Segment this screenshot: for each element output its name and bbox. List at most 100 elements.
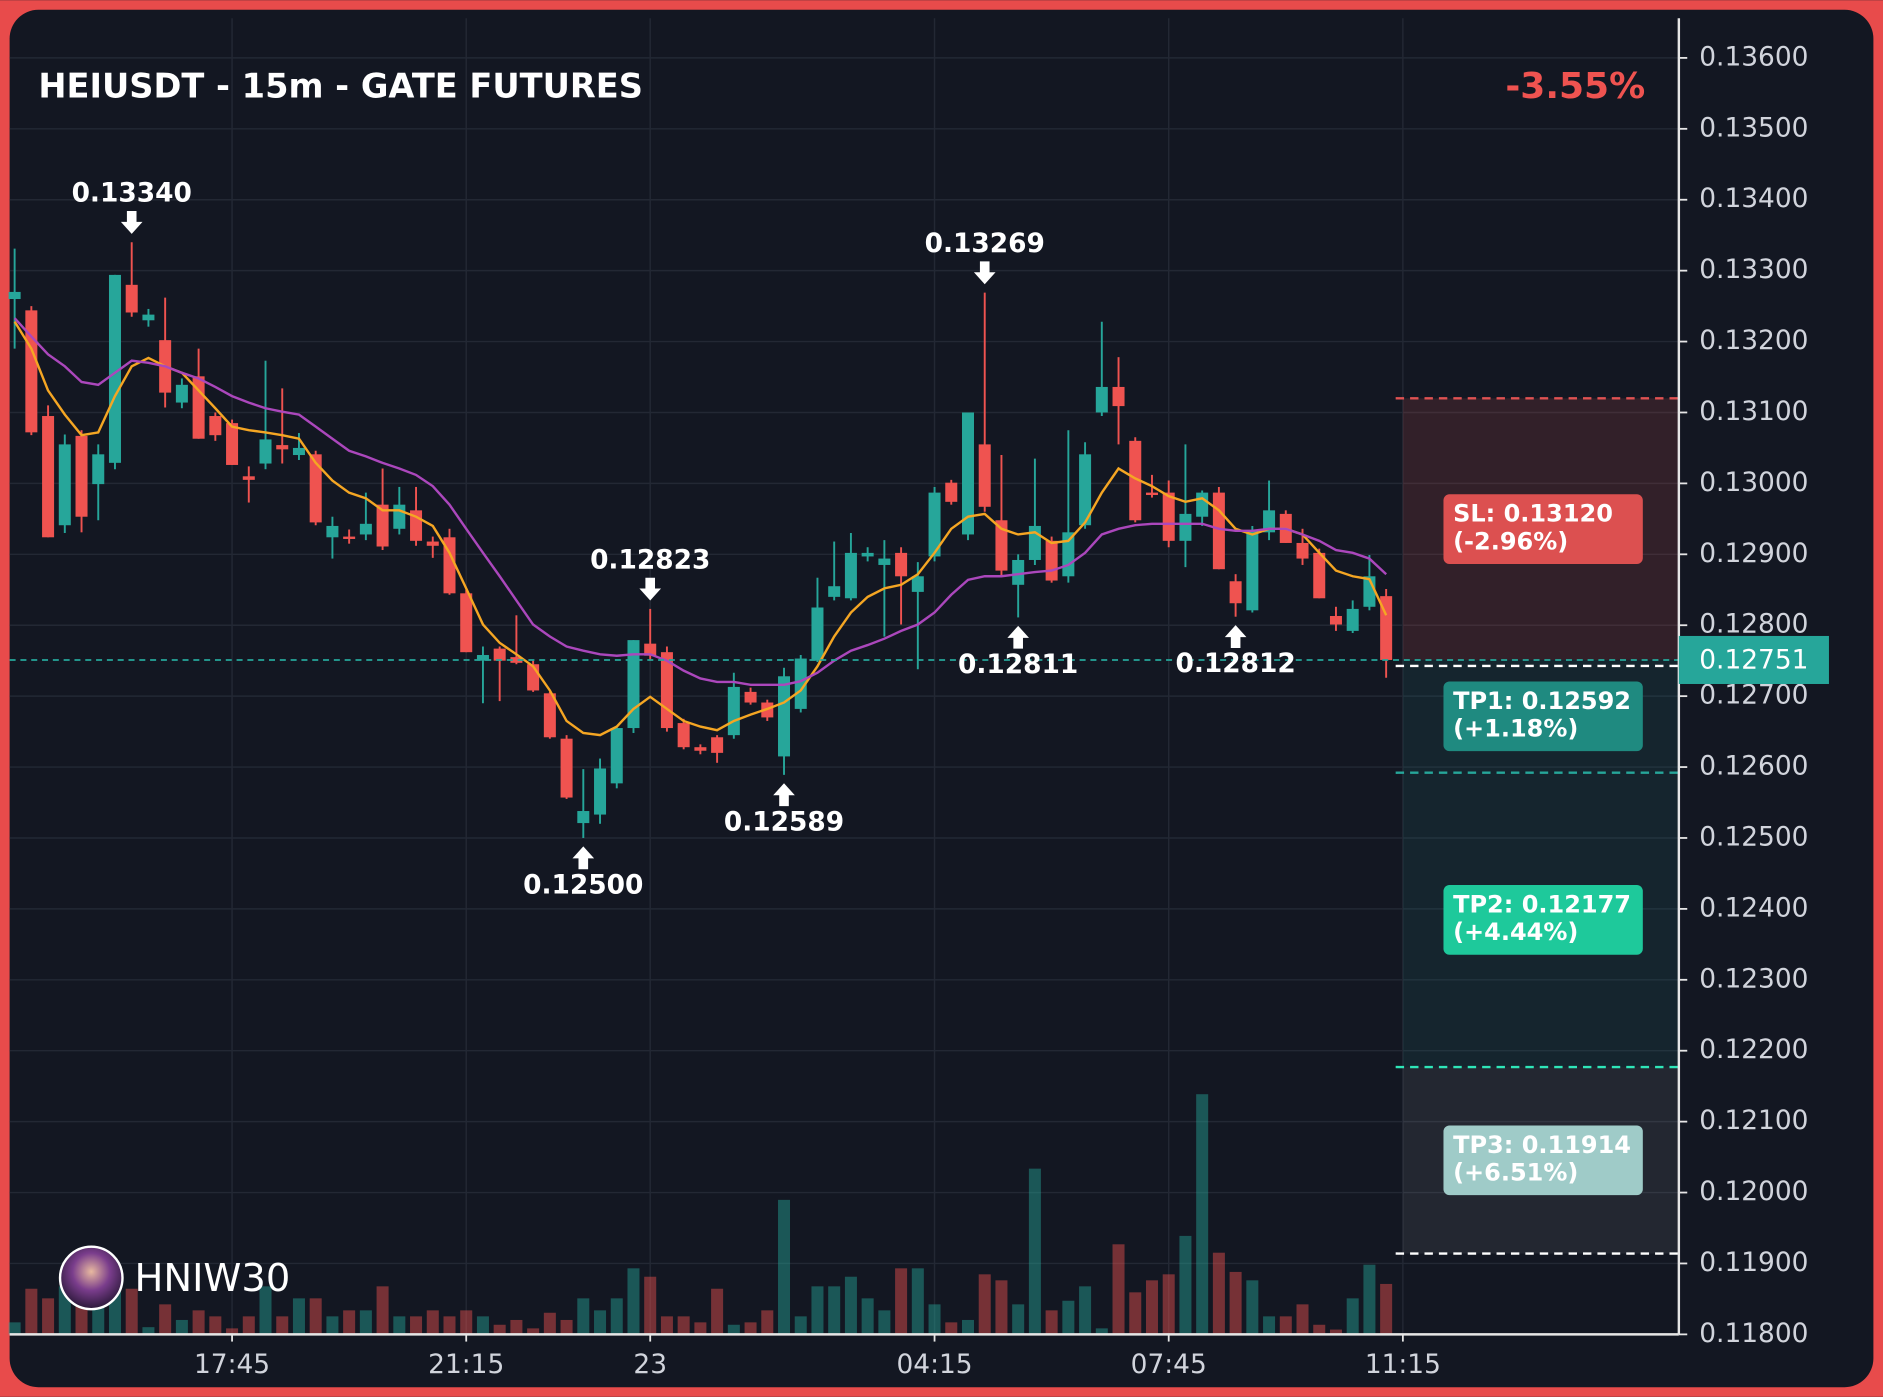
volume-bar <box>376 1286 389 1335</box>
volume-bar <box>1062 1300 1075 1335</box>
volume-bar <box>711 1288 724 1335</box>
volume-bar <box>560 1319 573 1335</box>
candle-body <box>376 504 389 547</box>
volume-bar <box>1112 1244 1125 1335</box>
level-label: SL: 0.13120 <box>1453 500 1613 528</box>
y-tick-label: 0.11800 <box>1699 1318 1808 1349</box>
candle-body <box>1296 542 1309 559</box>
candle-body <box>594 768 607 815</box>
volume-bar <box>393 1316 406 1335</box>
volume-bar <box>443 1316 456 1335</box>
volume-bar <box>1212 1252 1225 1335</box>
candle-body <box>326 525 339 538</box>
marker-arrow <box>572 846 595 870</box>
volume-bar <box>878 1310 891 1335</box>
level-label: TP1: 0.12592 <box>1453 687 1631 715</box>
volume-bar <box>1045 1310 1058 1335</box>
candle-body <box>309 454 322 523</box>
level-box <box>1443 494 1643 564</box>
candle-body <box>1229 581 1242 604</box>
chart-background <box>9 9 1874 1388</box>
volume-bar <box>961 1319 975 1335</box>
y-tick-label: 0.13300 <box>1699 254 1808 285</box>
volume-bar <box>610 1298 623 1335</box>
candle-body <box>8 291 21 300</box>
volume-bar <box>1263 1316 1276 1335</box>
candle-body <box>577 811 590 824</box>
x-tick-label: 11:15 <box>1365 1349 1441 1380</box>
volume-bar <box>627 1268 640 1335</box>
x-tick-label: 23 <box>633 1349 667 1380</box>
volume-bar <box>928 1304 941 1335</box>
candle-body <box>945 482 958 502</box>
volume-bar <box>1313 1324 1326 1335</box>
marker-label: 0.12589 <box>724 806 844 837</box>
price-tag-label: 0.12751 <box>1699 645 1808 676</box>
candle-body <box>744 691 757 703</box>
y-tick-label: 0.13000 <box>1699 467 1808 498</box>
volume-bar <box>978 1274 991 1335</box>
candle-body <box>1162 492 1175 541</box>
marker-arrow <box>1224 625 1247 648</box>
candle-body <box>443 537 456 594</box>
candle-body <box>25 310 38 433</box>
marker-arrow <box>639 577 662 601</box>
volume-bar <box>159 1304 172 1335</box>
volume-bar <box>1329 1329 1342 1335</box>
volume-bar <box>727 1324 740 1335</box>
volume-bar <box>794 1316 807 1335</box>
candle-body <box>226 423 239 465</box>
level-change: (+4.44%) <box>1453 918 1578 946</box>
volume-bar <box>527 1328 540 1335</box>
x-tick-label: 07:45 <box>1131 1349 1207 1380</box>
volume-bar <box>326 1316 339 1335</box>
level-label: TP3: 0.11914 <box>1453 1131 1631 1159</box>
candle-body <box>1196 492 1209 517</box>
level-change: (+6.51%) <box>1453 1158 1578 1186</box>
volume-bar <box>1380 1283 1393 1335</box>
volume-bar <box>209 1316 222 1335</box>
candle-body <box>493 648 506 661</box>
volume-bar <box>1079 1286 1092 1335</box>
volume-bar <box>744 1322 757 1335</box>
volume-bar <box>844 1276 857 1335</box>
y-tick-label: 0.13400 <box>1699 183 1808 214</box>
volume-bar <box>1012 1304 1025 1335</box>
candle-body <box>1329 616 1342 625</box>
candle-body <box>878 558 891 565</box>
volume-bar <box>861 1298 874 1335</box>
y-tick-label: 0.12100 <box>1699 1105 1808 1136</box>
candle-body <box>58 444 71 526</box>
candle-body <box>1045 540 1058 581</box>
candle-body <box>1112 386 1125 407</box>
candle-body <box>460 593 473 653</box>
volume-bar <box>142 1327 155 1335</box>
candle-body <box>961 412 975 535</box>
volume-bar <box>995 1280 1008 1335</box>
candle-body <box>426 541 439 546</box>
marker-label: 0.13269 <box>925 228 1045 259</box>
marker-label: 0.12812 <box>1175 648 1295 679</box>
volume-bar <box>309 1298 322 1335</box>
volume-bar <box>594 1310 607 1335</box>
candle-body <box>92 454 105 485</box>
volume-bar <box>125 1288 138 1335</box>
volume-bar <box>175 1319 188 1335</box>
volume-bar <box>1279 1316 1292 1335</box>
candle-body <box>677 723 690 748</box>
candle-body <box>1028 525 1041 560</box>
volume-bar <box>1196 1094 1209 1335</box>
candle-body <box>1313 552 1326 599</box>
volume-bar <box>1129 1292 1142 1335</box>
volume-bar <box>25 1288 38 1335</box>
y-tick-label: 0.12600 <box>1699 751 1808 782</box>
candle-body <box>1346 608 1359 631</box>
volume-bar <box>343 1310 356 1335</box>
y-tick-label: 0.12700 <box>1699 680 1808 711</box>
level-label: TP2: 0.12177 <box>1453 890 1631 918</box>
candle-body <box>711 737 724 753</box>
candle-body <box>1012 559 1025 585</box>
candle-body <box>209 416 222 436</box>
candle-body <box>175 384 188 403</box>
